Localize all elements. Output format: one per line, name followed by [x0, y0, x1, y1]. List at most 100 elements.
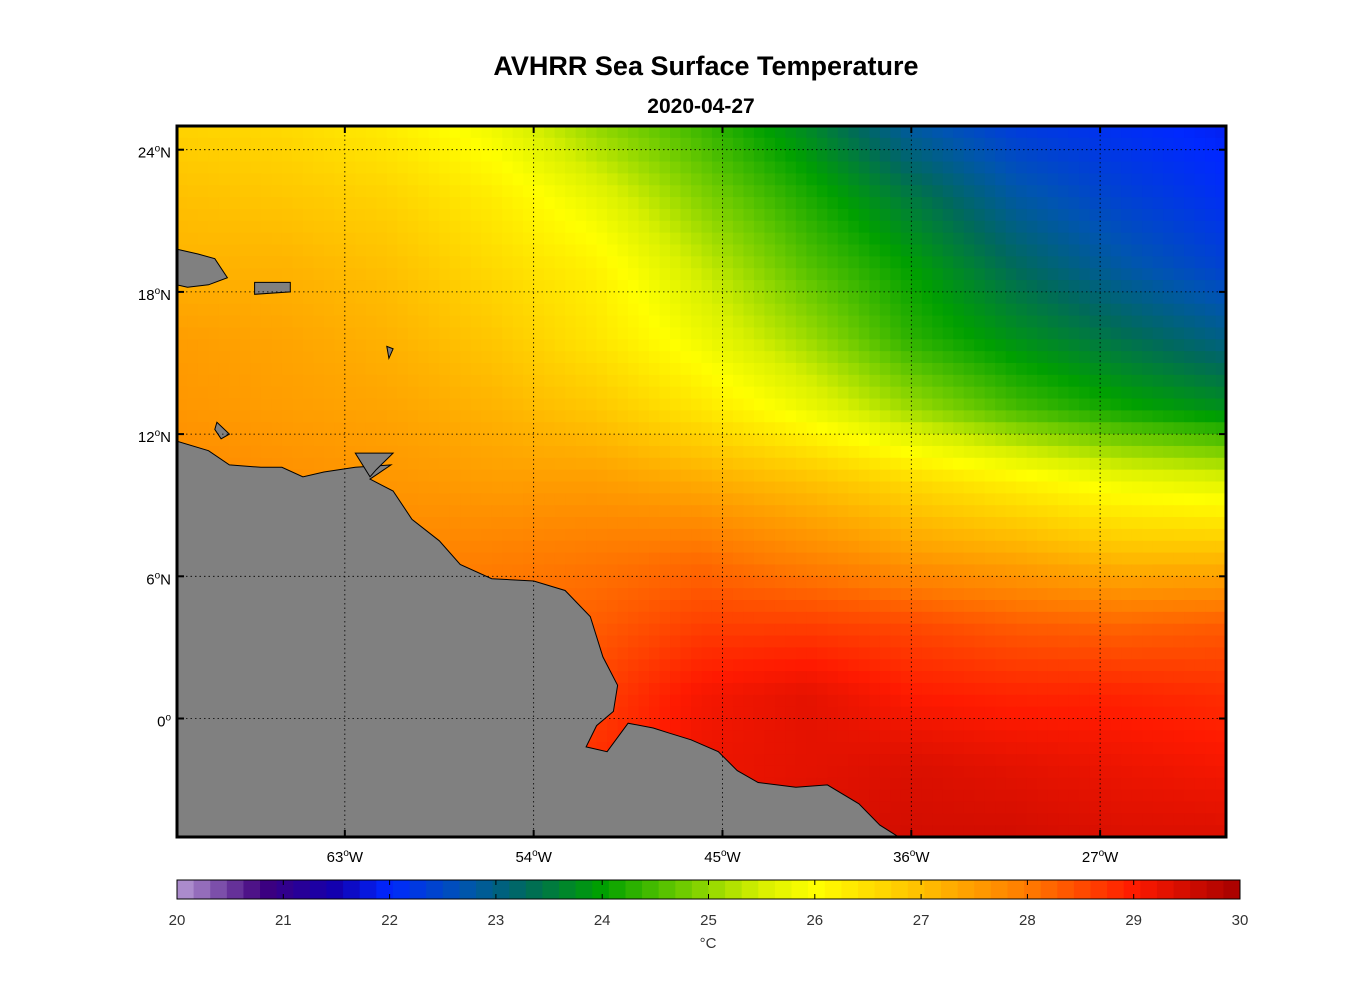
sst-cell	[428, 280, 440, 293]
sst-cell	[208, 315, 220, 329]
sst-cell	[250, 268, 262, 281]
sst-cell	[1173, 339, 1185, 352]
sst-cell	[355, 327, 367, 340]
sst-cell	[544, 552, 556, 566]
sst-cell	[554, 220, 566, 234]
sst-cell	[743, 137, 755, 151]
sst-cell	[177, 315, 189, 329]
sst-cell	[827, 220, 839, 234]
sst-cell	[795, 505, 807, 518]
sst-cell	[1079, 280, 1091, 293]
sst-cell	[1079, 268, 1091, 281]
sst-cell	[722, 363, 734, 376]
sst-cell	[1110, 232, 1122, 246]
sst-cell	[932, 208, 944, 222]
sst-cell	[911, 564, 923, 577]
sst-cell	[607, 398, 619, 411]
sst-cell	[911, 398, 923, 411]
sst-cell	[1184, 339, 1196, 352]
sst-cell	[565, 576, 577, 589]
sst-cell	[617, 647, 629, 660]
sst-cell	[502, 386, 514, 400]
sst-cell	[1110, 208, 1122, 222]
sst-cell	[407, 185, 419, 198]
sst-cell	[533, 434, 545, 447]
sst-cell	[711, 469, 724, 483]
sst-cell	[900, 611, 912, 625]
sst-cell	[1163, 327, 1175, 340]
sst-cell	[1131, 505, 1143, 518]
sst-cell	[386, 386, 398, 400]
sst-cell	[701, 197, 713, 210]
sst-cell	[785, 659, 797, 672]
sst-cell	[753, 694, 766, 708]
sst-cell	[1026, 126, 1038, 139]
sst-cell	[302, 126, 314, 139]
sst-cell	[711, 528, 724, 542]
sst-cell	[638, 493, 650, 506]
sst-cell	[659, 540, 671, 554]
sst-cell	[816, 671, 828, 684]
sst-cell	[407, 327, 419, 340]
sst-cell	[302, 197, 314, 210]
sst-cell	[890, 659, 902, 672]
sst-cell	[439, 517, 451, 530]
sst-cell	[649, 149, 661, 163]
sst-cell	[1016, 280, 1028, 293]
sst-cell	[1142, 126, 1154, 139]
sst-cell	[397, 185, 409, 198]
sst-cell	[460, 386, 472, 400]
sst-cell	[1100, 564, 1112, 577]
sst-cell	[670, 576, 682, 589]
sst-cell	[502, 280, 514, 293]
sst-cell	[355, 315, 367, 329]
sst-cell	[260, 208, 273, 222]
sst-cell	[1005, 457, 1017, 471]
sst-cell	[764, 564, 776, 577]
sst-cell	[470, 327, 482, 340]
sst-cell	[250, 374, 262, 388]
sst-cell	[995, 647, 1007, 660]
sst-cell	[208, 339, 220, 352]
sst-cell	[554, 469, 566, 483]
sst-cell	[491, 291, 503, 305]
sst-cell	[753, 398, 766, 411]
sst-cell	[334, 268, 346, 281]
sst-cell	[1205, 682, 1217, 696]
sst-cell	[691, 315, 703, 329]
sst-cell	[921, 469, 933, 483]
sst-cell	[1047, 635, 1059, 648]
sst-cell	[439, 315, 451, 329]
sst-cell	[470, 161, 482, 174]
sst-cell	[1152, 232, 1164, 246]
sst-cell	[869, 588, 881, 601]
sst-cell	[271, 149, 283, 163]
sst-cell	[1194, 671, 1206, 684]
sst-cell	[858, 635, 870, 648]
sst-cell	[649, 197, 661, 210]
sst-cell	[617, 469, 629, 483]
sst-cell	[1058, 659, 1070, 672]
sst-cell	[260, 434, 273, 447]
sst-cell	[963, 528, 975, 542]
sst-cell	[774, 256, 787, 269]
sst-cell	[1089, 706, 1101, 720]
sst-cell	[586, 517, 598, 530]
sst-cell	[617, 244, 629, 257]
sst-cell	[680, 706, 692, 720]
sst-cell	[942, 505, 954, 518]
sst-cell	[963, 185, 975, 198]
sst-cell	[869, 339, 881, 352]
sst-cell	[512, 434, 524, 447]
sst-cell	[470, 422, 482, 435]
sst-cell	[670, 540, 682, 554]
sst-cell	[753, 185, 766, 198]
sst-cell	[628, 540, 640, 554]
sst-cell	[470, 457, 482, 471]
sst-cell	[984, 600, 996, 613]
sst-cell	[858, 682, 870, 696]
sst-cell	[407, 173, 419, 186]
sst-cell	[774, 576, 787, 589]
sst-cell	[628, 185, 640, 198]
sst-cell	[292, 339, 304, 352]
